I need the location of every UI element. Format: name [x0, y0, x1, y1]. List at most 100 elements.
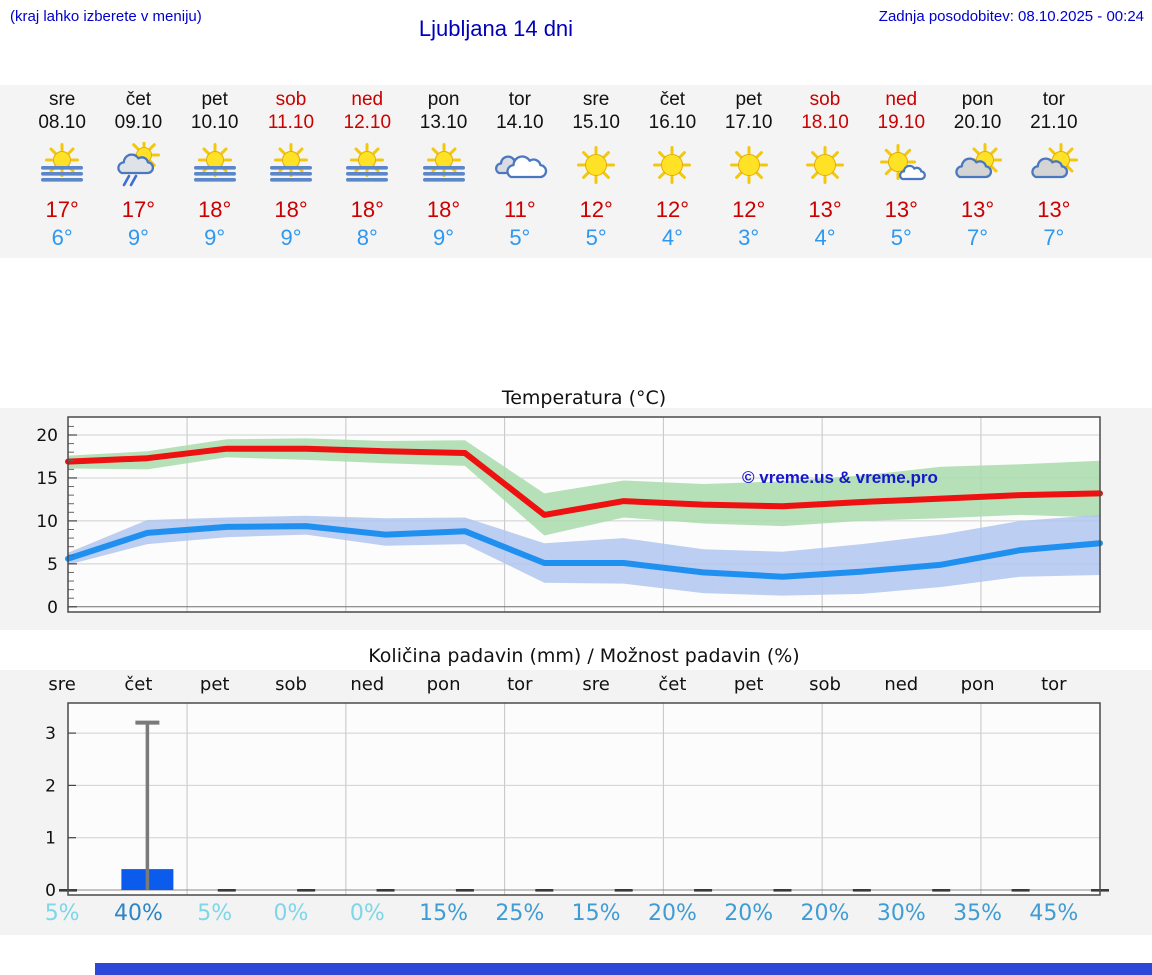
precip-day-label: sob — [809, 674, 841, 695]
cloud-sun-icon — [954, 143, 1002, 179]
sunny-icon — [729, 146, 768, 184]
day-date-label: 11.10 — [267, 112, 315, 133]
precip-day-label: pon — [960, 674, 995, 695]
last-updated-label: Zadnja posodobitev: 08.10.2025 - 00:24 — [878, 8, 1144, 25]
probability-label: 0% — [273, 901, 309, 926]
low-temp-label: 9° — [127, 225, 149, 250]
cloudy-icon — [494, 155, 547, 179]
forecast-day-column: pet 17.10 12° 3° — [711, 88, 787, 252]
weather-icon-cell — [482, 135, 558, 195]
forecast-day-column: ned 19.10 13° 5° — [863, 88, 939, 252]
day-date-label: 21.10 — [1030, 112, 1078, 133]
day-name-label: čet — [125, 89, 152, 110]
day-date-label: 20.10 — [953, 112, 1002, 133]
svg-text:20: 20 — [36, 426, 58, 446]
sun-small-cloud-icon — [880, 144, 927, 181]
day-name-label: ned — [885, 89, 918, 110]
high-temp-label: 17° — [121, 197, 156, 222]
low-temp-label: 9° — [204, 225, 226, 250]
location-hint: (kraj lahko izberete v meniju) — [10, 8, 202, 25]
forecast-day-column: ned 12.10 18° 8° — [329, 88, 405, 252]
svg-text:15: 15 — [36, 469, 58, 489]
forecast-day-column: pet 10.10 18° 9° — [177, 88, 253, 252]
sunny-icon — [653, 146, 692, 184]
temperature-chart: 0 5 10 15 20 — [0, 408, 1152, 630]
day-name-label: sob — [275, 89, 307, 110]
forecast-day-column: sre 08.10 17° 6° — [24, 88, 100, 252]
svg-text:1: 1 — [45, 829, 56, 849]
precip-day-label: sre — [582, 674, 610, 695]
svg-text:0: 0 — [47, 598, 58, 618]
precip-day-label: sre — [48, 674, 76, 695]
low-temp-label: 7° — [967, 225, 989, 250]
copyright-watermark[interactable]: © vreme.us & vreme.pro — [742, 468, 938, 487]
probability-label: 20% — [724, 901, 774, 926]
probability-label: 25% — [495, 901, 545, 926]
day-name-label: pon — [427, 89, 460, 110]
day-date-label: 16.10 — [648, 112, 697, 133]
high-temp-label: 13° — [808, 197, 842, 222]
svg-text:0: 0 — [45, 881, 56, 901]
low-temp-label: 5° — [509, 225, 531, 250]
precip-day-label: čet — [124, 674, 153, 695]
forecast-day-column: čet 09.10 17° 9° — [100, 88, 176, 252]
low-temp-label: 4° — [661, 225, 683, 250]
day-name-label: čet — [659, 89, 686, 110]
svg-text:3: 3 — [45, 724, 56, 744]
precip-day-label: sob — [275, 674, 307, 695]
day-name-label: sob — [809, 89, 841, 110]
probability-label: 30% — [876, 901, 926, 926]
page-title: Ljubljana 14 dni — [418, 16, 574, 41]
forecast-day-column: sre 15.10 12° 5° — [558, 88, 634, 252]
sun-cloud-rain-icon — [117, 142, 161, 187]
day-name-label: sre — [582, 89, 610, 110]
probability-label: 40% — [113, 901, 163, 926]
day-name-label: tor — [1042, 89, 1065, 110]
forecast-day-column: pon 13.10 18° 9° — [405, 88, 481, 252]
probability-label: 20% — [800, 901, 850, 926]
high-temp-label: 12° — [732, 197, 766, 222]
cloud-sun-icon — [1031, 143, 1078, 179]
high-temp-label: 18° — [350, 197, 384, 222]
probability-label: 15% — [571, 901, 621, 926]
high-temp-label: 18° — [426, 197, 461, 222]
sun-fog-icon — [346, 143, 389, 182]
day-date-label: 18.10 — [801, 112, 849, 133]
precip-day-label: čet — [658, 674, 687, 695]
day-name-label: sre — [48, 89, 76, 110]
low-temp-label: 9° — [280, 225, 302, 250]
sunny-icon — [805, 146, 844, 184]
day-name-label: tor — [508, 89, 531, 110]
sun-fog-icon — [269, 143, 312, 182]
low-temp-label: 5° — [890, 225, 912, 250]
weather-icon-cell — [24, 135, 100, 195]
svg-text:5: 5 — [47, 555, 58, 575]
day-date-label: 13.10 — [419, 112, 468, 133]
weather-icon-cell — [253, 135, 329, 195]
weather-icon-cell — [711, 135, 787, 195]
precip-day-label: tor — [507, 674, 533, 695]
probability-label: 15% — [419, 901, 469, 926]
svg-text:10: 10 — [36, 512, 58, 532]
weather-icon-cell — [1016, 135, 1092, 195]
day-name-label: pet — [735, 89, 762, 110]
precip-day-label: pon — [426, 674, 461, 695]
precip-day-label: ned — [350, 674, 385, 695]
bottom-bar — [95, 963, 1152, 975]
high-temp-label: 17° — [45, 197, 79, 222]
high-temp-label: 18° — [274, 197, 308, 222]
high-temp-label: 13° — [884, 197, 918, 222]
temperature-chart-title: Temperatura (°C) — [501, 387, 667, 409]
forecast-day-column: tor 21.10 13° 7° — [1016, 88, 1092, 252]
high-temp-label: 12° — [655, 197, 690, 222]
probability-label: 35% — [953, 901, 1003, 926]
day-name-label: ned — [351, 89, 384, 110]
low-temp-label: 6° — [51, 225, 73, 250]
weather-icon-cell — [405, 135, 481, 195]
day-date-label: 17.10 — [724, 112, 773, 133]
high-temp-label: 12° — [579, 197, 613, 222]
weather-icon-cell — [939, 135, 1015, 195]
sun-fog-icon — [193, 143, 236, 182]
probability-label: 5% — [197, 901, 233, 926]
low-temp-label: 7° — [1043, 225, 1065, 250]
